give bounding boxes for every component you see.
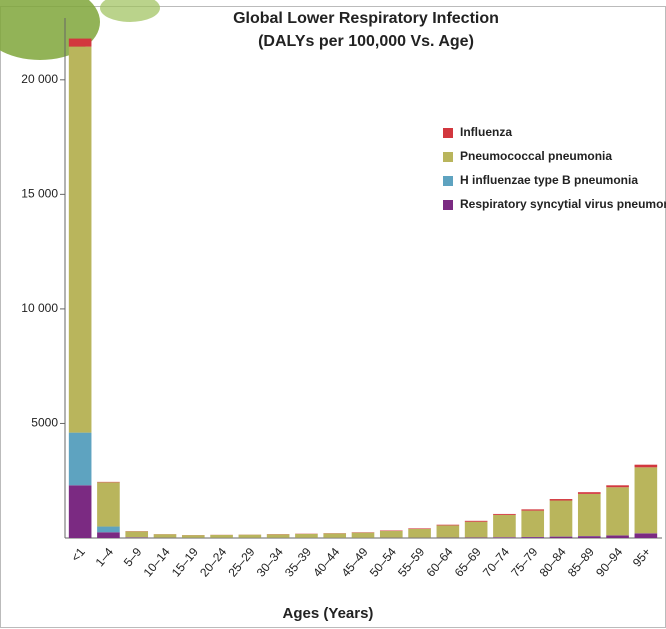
bar-segment [210, 535, 233, 538]
x-tick-label: 75–79 [508, 545, 540, 580]
bar-segment [465, 521, 488, 522]
x-tick-label: 50–54 [367, 545, 399, 580]
bar-segment [550, 501, 573, 537]
bar-segment [97, 532, 120, 538]
legend-swatch [443, 200, 453, 210]
x-tick-label: 1–4 [93, 545, 117, 570]
legend-label: Pneumococcal pneumonia [460, 149, 612, 163]
chart: Global Lower Respiratory Infection (DALY… [0, 0, 666, 629]
bar-segment [97, 527, 120, 533]
bar-segment [521, 509, 544, 510]
bar-segment [380, 531, 403, 538]
chart-title: Global Lower Respiratory Infection [233, 10, 499, 27]
bar-segment [323, 533, 346, 537]
x-tick-label: 90–94 [593, 545, 625, 580]
bar-segment [125, 531, 148, 537]
legend-swatch [443, 128, 453, 138]
bar-segment [408, 529, 431, 538]
bar-segment [550, 537, 573, 538]
bar-segment [635, 465, 658, 468]
bar-segment [295, 534, 318, 538]
bar-segment [352, 533, 375, 538]
leaf-decoration [100, 0, 160, 22]
bar-segment [69, 47, 92, 433]
bar-segment [154, 534, 177, 537]
x-tick-label: 95+ [630, 545, 654, 570]
x-axis-title: Ages (Years) [283, 605, 374, 622]
legend-swatch [443, 152, 453, 162]
bar-segment [606, 485, 629, 487]
bar-segment [578, 536, 601, 538]
bar-segment [578, 494, 601, 536]
bar-segment [550, 499, 573, 500]
x-tick-label: 35–39 [282, 545, 314, 580]
bar-segment [182, 535, 205, 538]
x-tick-label: 55–59 [395, 545, 427, 580]
bar-segment [97, 482, 120, 526]
bar-segment [69, 39, 92, 47]
bar-segment [635, 533, 658, 538]
bar-segment [267, 534, 290, 537]
x-tick-label: 70–74 [480, 545, 512, 580]
bar-segment [239, 535, 262, 538]
x-tick-label: 85–89 [565, 545, 597, 580]
x-tick-label: 15–19 [169, 545, 201, 580]
x-tick-label: 10–14 [141, 545, 173, 580]
bar-segment [69, 433, 92, 486]
x-tick-label: 65–69 [452, 545, 484, 580]
bar-segment [521, 511, 544, 537]
bar-segment [635, 467, 658, 533]
bar-segment [493, 515, 516, 537]
x-tick-label: 80–84 [537, 545, 569, 580]
legend-label: Respiratory syncytial virus pneumonia [460, 197, 666, 211]
bar-segment [578, 492, 601, 494]
y-tick-label: 5000 [31, 416, 58, 430]
bar-segment [437, 525, 460, 526]
x-tick-label: <1 [68, 545, 88, 565]
bar-segment [521, 537, 544, 538]
x-tick-label: 25–29 [225, 545, 257, 580]
y-tick-label: 15 000 [21, 187, 58, 201]
bar-segment [465, 522, 488, 538]
bar-segment [408, 528, 431, 529]
bar-segment [493, 537, 516, 538]
x-tick-label: 60–64 [423, 545, 455, 580]
legend-label: Influenza [460, 125, 512, 139]
bar-segment [437, 525, 460, 537]
x-tick-label: 20–24 [197, 545, 229, 580]
legend-label: H influenzae type B pneumonia [460, 173, 638, 187]
bar-segment [606, 487, 629, 535]
bar-segment [69, 485, 92, 538]
chart-subtitle: (DALYs per 100,000 Vs. Age) [258, 33, 474, 50]
x-tick-label: 45–49 [339, 545, 371, 580]
x-tick-label: 40–44 [310, 545, 342, 580]
bar-segment [606, 535, 629, 538]
bar-segment [493, 514, 516, 515]
legend-swatch [443, 176, 453, 186]
y-tick-label: 10 000 [21, 301, 58, 315]
y-tick-label: 20 000 [21, 72, 58, 86]
x-tick-label: 30–34 [254, 545, 286, 580]
x-tick-label: 5–9 [121, 545, 145, 570]
